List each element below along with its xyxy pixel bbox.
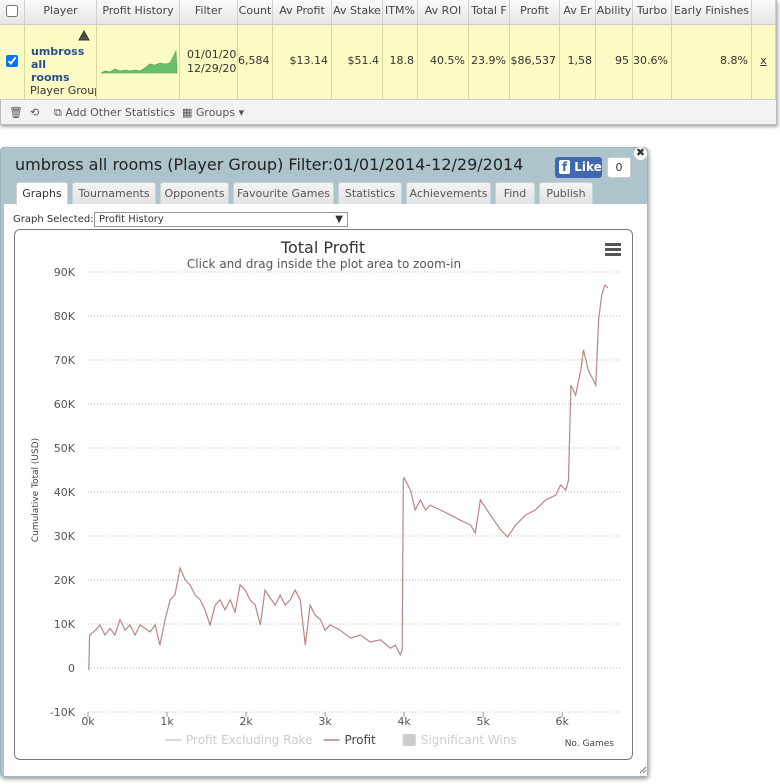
column-header[interactable]: Av Profit bbox=[273, 0, 332, 25]
x-tick-label: 4k bbox=[397, 715, 411, 728]
row-check bbox=[0, 25, 25, 99]
y-tick-label: 20K bbox=[54, 574, 76, 587]
y-axis-label: Cumulative Total (USD) bbox=[31, 438, 41, 542]
cell: 30.6% bbox=[633, 25, 672, 99]
select-all[interactable] bbox=[6, 5, 18, 17]
y-tick-label: 0 bbox=[68, 662, 75, 675]
groups-menu[interactable]: ▦ Groups ▾ bbox=[182, 106, 245, 119]
groups-label: Groups bbox=[195, 106, 236, 119]
like-label: Like bbox=[574, 160, 602, 174]
sparkline-cell bbox=[97, 25, 180, 99]
column-header[interactable]: Av Stake bbox=[332, 0, 383, 25]
tab[interactable]: Opponents bbox=[160, 182, 229, 204]
tab[interactable]: Graphs bbox=[16, 182, 68, 205]
y-tick-label: -10K bbox=[50, 706, 76, 719]
x-tick-label: 2k bbox=[239, 715, 253, 728]
cell: 23.9% bbox=[469, 25, 510, 99]
chart: Total Profit Click and drag inside the p… bbox=[31, 238, 622, 749]
chart-frame bbox=[14, 229, 633, 760]
cell: 1,58 bbox=[560, 25, 596, 99]
y-tick-label: 90K bbox=[54, 266, 76, 279]
cell: $51.4 bbox=[332, 25, 383, 99]
remove-link[interactable]: x bbox=[760, 54, 767, 67]
x-tick-label: 1k bbox=[160, 715, 174, 728]
y-tick-label: 40K bbox=[54, 486, 76, 499]
tab[interactable]: Favourite Games bbox=[233, 182, 334, 204]
player-cell: umbross all rooms Player Group bbox=[25, 25, 97, 99]
column-header[interactable]: Early Finishes bbox=[672, 0, 752, 25]
add-statistics[interactable]: ⧉ Add Other Statistics bbox=[54, 106, 176, 119]
like-count: 0 bbox=[607, 157, 631, 178]
panel-title: umbross all rooms (Player Group) Filter:… bbox=[15, 155, 524, 174]
tab[interactable]: Statistics bbox=[338, 182, 402, 204]
chart-title: Total Profit bbox=[280, 238, 365, 257]
player-name[interactable]: umbross all rooms bbox=[31, 45, 85, 84]
column-header[interactable]: Av ROI bbox=[418, 0, 469, 25]
x-tick-label: 5k bbox=[476, 715, 490, 728]
legend-entry[interactable]: Profit Excluding Rake bbox=[186, 733, 312, 747]
column-header[interactable]: Total F bbox=[469, 0, 510, 25]
resize-grip[interactable] bbox=[639, 766, 647, 774]
toolbar: 🗑 ⟲ ⧉ Add Other Statistics ▦ Groups ▾ bbox=[1, 99, 776, 124]
x-axis-label: No. Games bbox=[565, 739, 615, 749]
y-tick-label: 80K bbox=[54, 310, 76, 323]
x-tick-label: 0k bbox=[81, 715, 95, 728]
player-type: Player Group bbox=[30, 84, 97, 97]
graph-selected-label: Graph Selected: bbox=[13, 214, 94, 225]
chart-menu[interactable] bbox=[605, 243, 621, 256]
graph-select[interactable]: Profit History ▼ bbox=[94, 212, 348, 227]
cell: 8.8% bbox=[672, 25, 752, 99]
sparkline bbox=[100, 49, 178, 74]
column-header[interactable]: Av Er bbox=[560, 0, 596, 25]
y-tick-label: 50K bbox=[54, 442, 76, 455]
tab[interactable]: Achievements bbox=[406, 182, 491, 204]
column-header[interactable]: Filter bbox=[180, 0, 238, 25]
filter-from: 01/01/20 bbox=[187, 48, 237, 61]
graph-select-value: Profit History bbox=[99, 214, 164, 225]
player-icon bbox=[78, 29, 90, 41]
like-button[interactable]: f Like bbox=[555, 157, 602, 178]
x-tick-label: 6k bbox=[556, 715, 570, 728]
x-tick-label: 3k bbox=[318, 715, 332, 728]
cell: 40.5% bbox=[418, 25, 469, 99]
cell: 95 bbox=[596, 25, 633, 99]
cell: 6,584 bbox=[238, 25, 273, 99]
y-tick-label: 10K bbox=[54, 618, 76, 631]
column-header[interactable]: Count bbox=[238, 0, 273, 25]
column-header[interactable]: Turbo bbox=[633, 0, 672, 25]
cell: $86,537 bbox=[510, 25, 560, 99]
chart-subtitle: Click and drag inside the plot area to z… bbox=[187, 257, 461, 271]
tab[interactable]: Tournaments bbox=[72, 182, 156, 204]
y-tick-label: 60K bbox=[54, 398, 76, 411]
legend-entry[interactable]: Profit bbox=[344, 733, 376, 747]
tab[interactable]: Find bbox=[495, 182, 535, 204]
header-check bbox=[0, 0, 25, 25]
panel-body bbox=[4, 204, 647, 776]
trash-icon[interactable]: 🗑 bbox=[9, 106, 23, 119]
filter-to: 12/29/20 bbox=[187, 62, 237, 75]
close-button[interactable]: ✖ bbox=[634, 146, 647, 160]
add-statistics-label: Add Other Statistics bbox=[65, 106, 176, 119]
refresh-icon[interactable]: ⟲ bbox=[30, 106, 40, 119]
legend-symbol bbox=[402, 734, 416, 746]
column-header[interactable]: Profit History bbox=[97, 0, 180, 25]
column-header[interactable]: Player bbox=[25, 0, 97, 25]
remove-cell: x bbox=[752, 25, 776, 99]
filter-cell: 01/01/20 12/29/20 bbox=[180, 25, 238, 99]
tab[interactable]: Publish bbox=[539, 182, 593, 204]
header-remove bbox=[752, 0, 776, 25]
cell: 18.8 bbox=[383, 25, 418, 99]
column-header[interactable]: ITM% bbox=[383, 0, 418, 25]
y-tick-label: 70K bbox=[54, 354, 76, 367]
cell: $13.14 bbox=[273, 25, 332, 99]
row-select[interactable] bbox=[6, 55, 18, 67]
y-tick-label: 30K bbox=[54, 530, 76, 543]
column-header[interactable]: Ability bbox=[596, 0, 633, 25]
column-header[interactable]: Profit bbox=[510, 0, 560, 25]
legend-entry[interactable]: Significant Wins bbox=[421, 733, 517, 747]
profit-line bbox=[88, 284, 609, 671]
